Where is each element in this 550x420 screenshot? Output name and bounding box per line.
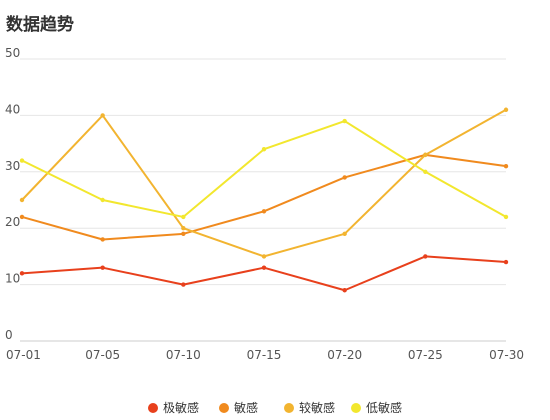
legend-label: 极敏感 [163,400,199,415]
data-point[interactable] [261,265,267,270]
data-point[interactable] [503,163,509,169]
data-point[interactable] [19,158,25,163]
data-point[interactable] [261,147,267,152]
legend-item[interactable]: 极敏感 [148,400,199,415]
x-tick-label: 07-15 [247,348,282,362]
x-tick-label: 07-01 [6,348,41,362]
x-tick-label: 07-05 [85,348,120,362]
series-line [21,153,507,241]
x-tick-label: 07-30 [489,348,524,362]
data-point[interactable] [181,231,186,237]
data-point[interactable] [181,226,186,231]
chart-title: 数据趋势 [6,15,74,35]
y-tick-label: 10 [5,272,20,286]
x-tick-label: 07-25 [408,348,443,362]
grid-lines [20,58,506,342]
y-axis: 0 10 20 30 40 50 [5,46,20,342]
data-point[interactable] [503,259,509,265]
data-point[interactable] [19,214,25,220]
data-point[interactable] [100,237,105,242]
data-point[interactable] [181,282,186,287]
legend-item[interactable]: 较敏感 [284,400,335,415]
data-point[interactable] [261,254,267,259]
legend-marker-icon [284,403,294,413]
series-lines [19,107,509,293]
data-point[interactable] [100,113,105,118]
y-tick-label: 50 [5,46,20,60]
series-3 [19,107,509,259]
legend-label: 敏感 [234,400,258,415]
series-4 [19,118,509,220]
legend[interactable]: 极敏感 敏感 较敏感 低敏感 [148,400,402,415]
data-point[interactable] [423,152,428,158]
legend-marker-icon [148,403,158,413]
data-point[interactable] [342,175,347,180]
series-line [21,120,507,218]
legend-label: 低敏感 [366,400,402,415]
y-tick-label: 40 [5,102,20,116]
data-point[interactable] [503,107,509,112]
data-point[interactable] [342,118,347,124]
legend-marker-icon [219,403,229,413]
series-line [21,108,507,258]
series-line [21,255,507,292]
y-tick-label: 20 [5,215,20,229]
x-axis: 07-01 07-05 07-10 07-15 07-20 07-25 07-30 [6,348,524,362]
legend-marker-icon [351,403,361,413]
data-point[interactable] [342,231,347,237]
legend-item[interactable]: 敏感 [219,400,258,415]
legend-item[interactable]: 低敏感 [351,400,402,415]
data-point[interactable] [181,214,186,220]
legend-label: 较敏感 [299,400,335,415]
data-point[interactable] [100,265,105,270]
data-point[interactable] [423,254,428,259]
data-point[interactable] [423,169,428,174]
data-point[interactable] [261,209,267,214]
data-point[interactable] [19,271,25,276]
x-tick-label: 07-10 [166,348,201,362]
data-point[interactable] [100,197,105,203]
data-point[interactable] [19,197,25,203]
x-tick-label: 07-20 [327,348,362,362]
series-1 [19,254,509,293]
y-tick-label: 0 [5,328,13,342]
y-tick-label: 30 [5,159,20,173]
data-point[interactable] [503,214,509,220]
data-point[interactable] [342,288,347,293]
